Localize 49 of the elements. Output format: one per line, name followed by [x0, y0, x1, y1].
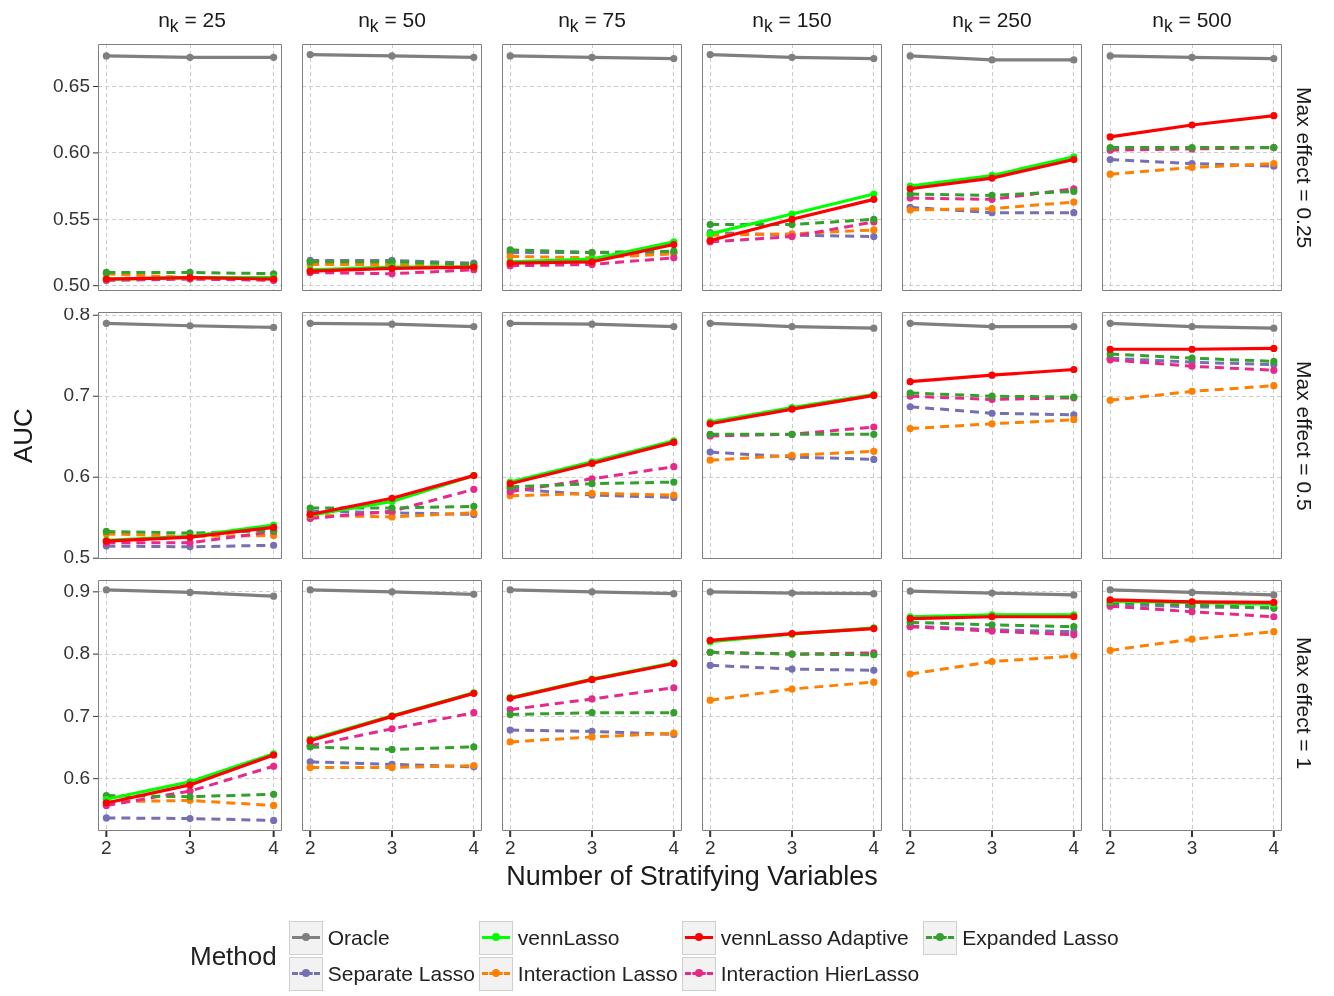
y-axis-title: AUC — [8, 407, 39, 465]
y-tick-label: 0.7 — [63, 704, 90, 726]
x-tick-label: 3 — [586, 836, 598, 858]
x-tick-label: 4 — [468, 836, 480, 858]
y-tick-label: 0.6 — [63, 465, 90, 487]
x-tick-label: 2 — [504, 836, 516, 858]
x-tick-label: 2 — [904, 836, 916, 858]
chart-title: n$_{k}$ = 50 — [357, 8, 427, 38]
legend-label: Separate Lasso — [327, 962, 475, 986]
y-tick-label: 0.8 — [63, 642, 90, 664]
x-tick-label: 4 — [268, 836, 280, 858]
y-tick-label: 0.8 — [63, 303, 90, 325]
x-tick-label: 4 — [1268, 836, 1280, 858]
x-tick-label: 4 — [868, 836, 880, 858]
legend-label: vennLasso Adaptive — [720, 926, 909, 950]
y2-axis-title: Max effect = 0.25 — [1292, 85, 1316, 251]
x-tick-label: 2 — [1104, 836, 1116, 858]
legend-label: Interaction HierLasso — [720, 962, 920, 986]
y-tick-label: 0.65 — [53, 74, 90, 96]
x-tick-label: 4 — [1068, 836, 1080, 858]
y-tick-label: 0.5 — [63, 546, 90, 568]
x-tick-label: 3 — [786, 836, 798, 858]
y-tick-label: 0.55 — [53, 207, 90, 229]
legend-label: Oracle — [327, 926, 390, 950]
chart-title: n$_{k}$ = 150 — [751, 8, 833, 38]
x-tick-label: 2 — [101, 836, 112, 858]
y-tick-label: 0.9 — [63, 580, 90, 602]
legend-label: Expanded Lasso — [962, 926, 1119, 950]
y2-axis-title: Max effect = 1 — [1292, 636, 1316, 772]
x-tick-label: 3 — [386, 836, 398, 858]
chart-title: n$_{k}$ = 250 — [951, 8, 1033, 38]
x-tick-label: 2 — [304, 836, 316, 858]
chart-title: n$_{k}$ = 75 — [557, 8, 627, 38]
chart-title: n$_{k}$ = 25 — [157, 8, 227, 38]
legend-label: Interaction Lasso — [517, 962, 678, 986]
x-axis-title: Number of Stratifying Variables — [505, 861, 879, 892]
x-tick-label: 3 — [986, 836, 998, 858]
y2-axis-title: Max effect = 0.5 — [1292, 359, 1316, 513]
legend-title: Method — [190, 940, 277, 972]
y-tick-label: 0.6 — [63, 766, 90, 788]
x-tick-label: 2 — [704, 836, 716, 858]
y-tick-label: 0.50 — [53, 273, 90, 295]
x-tick-label: 3 — [184, 836, 196, 858]
y-tick-label: 0.7 — [63, 384, 90, 406]
legend-label: vennLasso — [517, 926, 620, 950]
y-tick-label: 0.60 — [53, 141, 90, 163]
x-tick-label: 4 — [668, 836, 680, 858]
chart-title: n$_{k}$ = 500 — [1151, 8, 1233, 38]
x-tick-label: 3 — [1186, 836, 1198, 858]
